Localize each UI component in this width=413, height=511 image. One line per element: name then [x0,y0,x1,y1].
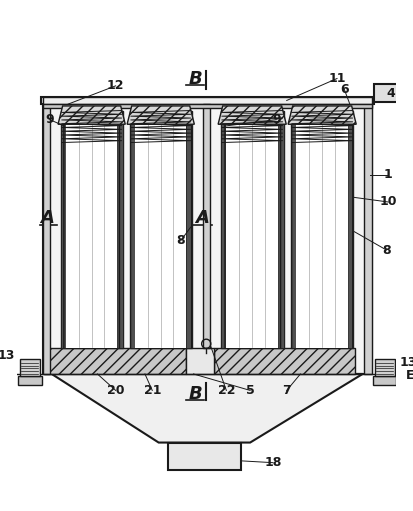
Polygon shape [127,106,194,124]
Text: 13: 13 [0,349,14,362]
Bar [61,110,66,349]
Polygon shape [58,106,125,124]
Bar [43,104,50,374]
Polygon shape [52,374,362,443]
Text: 7: 7 [282,384,290,397]
Bar [296,110,347,349]
Bar [347,110,353,349]
Polygon shape [218,106,285,124]
Bar [374,359,394,376]
Bar [290,110,353,349]
Text: 21: 21 [143,384,161,397]
Bar [202,104,209,349]
Text: 20: 20 [107,384,124,397]
Bar [278,110,283,349]
Text: 6: 6 [339,83,348,96]
Text: 8: 8 [176,235,185,247]
Bar [167,443,240,470]
Bar [18,376,41,385]
Bar [220,110,226,349]
Text: A: A [40,209,54,227]
Bar [186,349,213,374]
Bar [66,110,117,349]
Text: E: E [405,369,413,382]
Bar [61,110,122,349]
Bar [226,110,278,349]
Bar [40,97,373,104]
Text: 11: 11 [328,72,345,85]
Text: B: B [188,385,202,403]
Text: 4: 4 [386,87,394,100]
Bar [43,97,371,104]
Text: 9: 9 [271,113,280,126]
Polygon shape [287,106,355,124]
Text: 5: 5 [245,384,254,397]
Text: 22: 22 [217,384,235,397]
Text: 10: 10 [379,196,396,208]
Bar [43,104,371,374]
Text: 1: 1 [383,168,392,181]
Bar [220,110,283,349]
Bar [372,376,396,385]
Bar [213,349,354,374]
Text: B: B [188,69,202,87]
Bar [130,110,191,349]
Text: 12: 12 [107,79,124,92]
Bar [186,110,191,349]
Text: 18: 18 [263,456,281,469]
Text: 9: 9 [45,113,54,126]
Text: 13: 13 [399,356,413,368]
Bar [130,110,135,349]
Bar [290,110,296,349]
Text: 8: 8 [381,244,390,257]
Text: A: A [194,209,208,227]
Bar [44,349,186,374]
Bar [43,104,371,108]
Bar [19,359,40,376]
Bar [363,104,371,374]
Bar [373,84,398,102]
Bar [117,110,122,349]
Bar [135,110,186,349]
